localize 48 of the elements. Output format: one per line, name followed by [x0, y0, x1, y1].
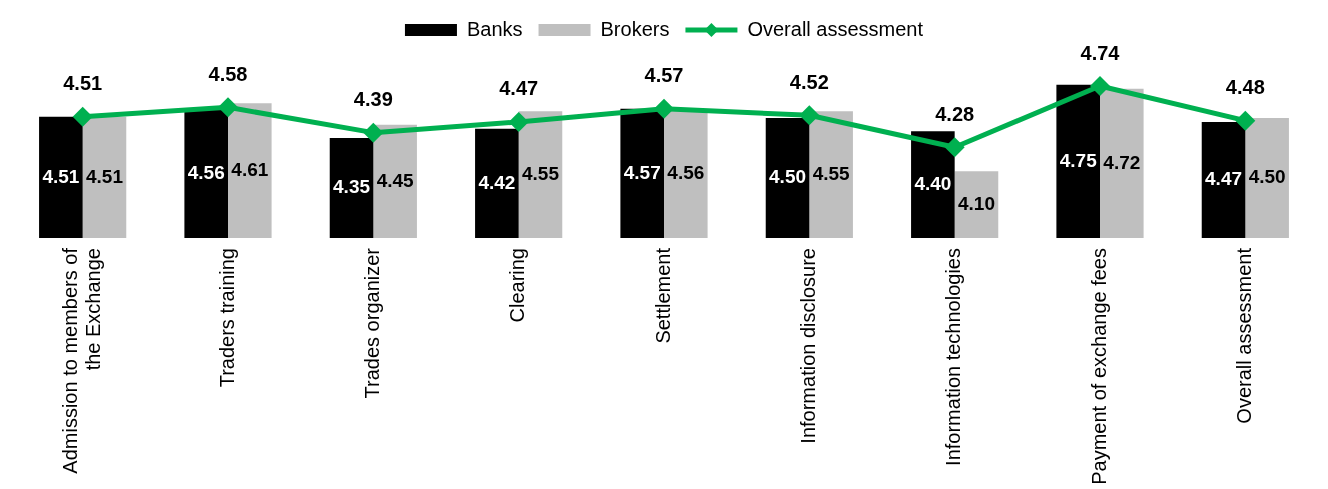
point: [72, 106, 93, 127]
data-label: 4.47: [499, 77, 539, 100]
point: [1090, 75, 1110, 96]
point: [799, 105, 820, 126]
data-label: 4.51: [63, 72, 103, 95]
legend-label: Overall assessment: [747, 17, 924, 40]
data-label: 4.55: [521, 162, 560, 184]
data-label: 4.48: [1225, 76, 1265, 99]
data-label: 4.57: [623, 161, 661, 183]
data-label: 4.35: [333, 176, 371, 198]
x-tick-label: Traders training: [215, 248, 238, 388]
x-tick-label: Admission to members of the Exchange: [58, 247, 104, 474]
data-label: 4.57: [644, 64, 684, 87]
data-label: 4.58: [208, 62, 248, 85]
data-label: 4.74: [1080, 41, 1121, 64]
point: [363, 122, 384, 143]
point: [944, 137, 965, 158]
x-tick-label: Clearing: [506, 248, 529, 323]
data-label: 4.75: [1059, 149, 1098, 171]
point: [1235, 110, 1256, 131]
x-tick-label: Overall assessment: [1232, 247, 1255, 424]
point: [508, 111, 529, 132]
data-label: 4.52: [789, 70, 829, 93]
data-label: 4.40: [914, 172, 952, 194]
data-label: 4.39: [353, 88, 393, 111]
data-label: 4.61: [231, 158, 269, 180]
data-label: 4.47: [1205, 168, 1243, 190]
legend-label: Banks: [466, 17, 523, 40]
data-label: 4.50: [769, 166, 807, 188]
data-label: 4.56: [187, 162, 225, 184]
data-label: 4.51: [42, 165, 80, 187]
x-tick-label: Information technologies: [942, 248, 965, 466]
x-tick-label: Settlement: [651, 247, 674, 344]
data-label: 4.72: [1103, 151, 1141, 173]
x-tick-label: Information disclosure: [796, 248, 819, 444]
data-label: 4.28: [935, 102, 975, 125]
point: [218, 97, 238, 118]
data-label: 4.56: [667, 162, 705, 184]
point: [654, 98, 674, 119]
x-tick-label: Trades organizer: [360, 247, 383, 399]
legend-label: Brokers: [600, 17, 670, 40]
data-label: 4.10: [957, 192, 995, 214]
data-label: 4.50: [1248, 166, 1286, 188]
data-label: 4.42: [478, 171, 516, 193]
data-label: 4.51: [85, 165, 124, 187]
data-label: 4.45: [376, 169, 415, 191]
x-tick-label: Payment of exchange fees: [1087, 248, 1110, 485]
data-label: 4.55: [812, 162, 851, 184]
